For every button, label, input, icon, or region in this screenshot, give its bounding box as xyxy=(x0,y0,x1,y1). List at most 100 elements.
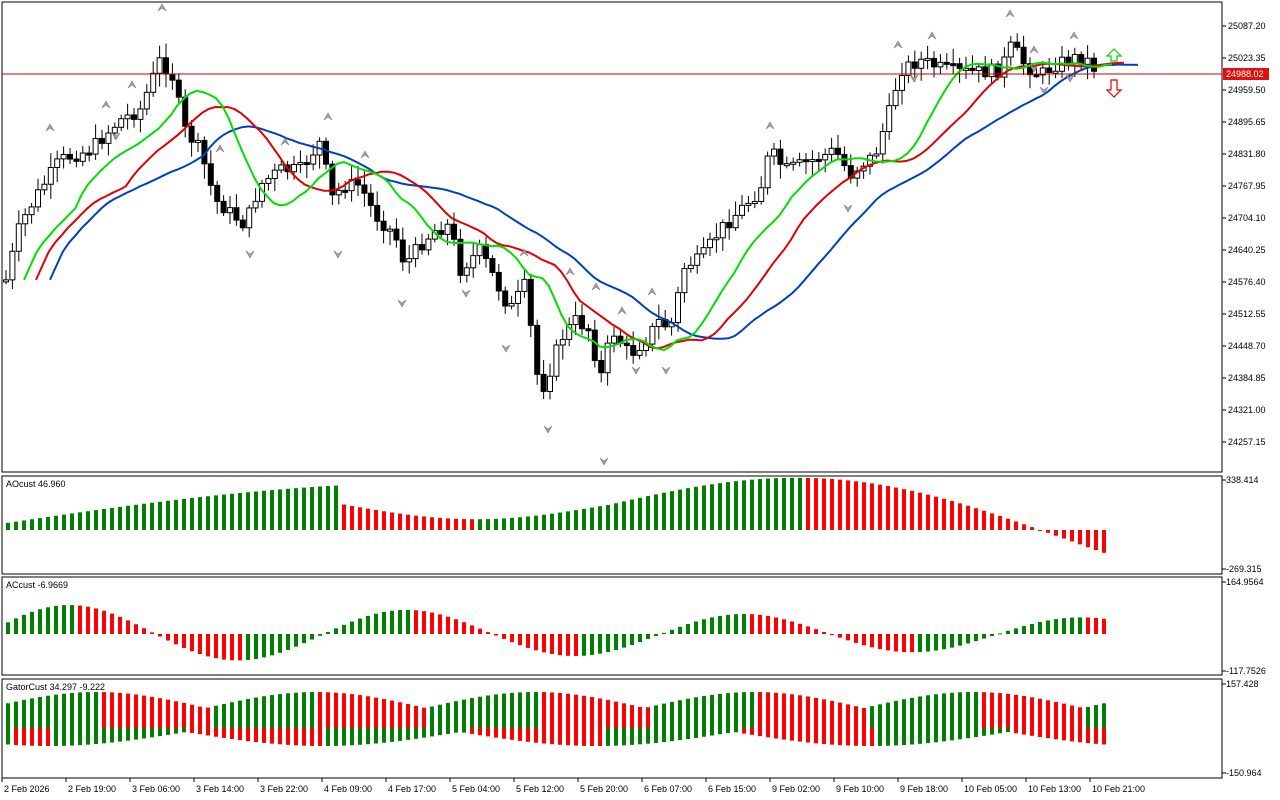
ao-bar xyxy=(662,492,666,530)
ao-bar xyxy=(910,490,914,530)
price-axis[interactable]: 25087.20 25023.35 24959.50 24895.65 24831.80… xyxy=(1222,21,1266,447)
ao-bar xyxy=(574,510,578,530)
ao-bar xyxy=(742,480,746,530)
gator-lower-bar xyxy=(830,728,834,745)
ac-bar xyxy=(118,616,122,634)
ao-bar xyxy=(358,507,362,530)
ac-bar xyxy=(214,634,218,659)
bullish-candle xyxy=(559,338,566,346)
bullish-candle xyxy=(886,105,893,133)
gator-upper-bar xyxy=(494,694,498,728)
ac-bar xyxy=(46,607,50,634)
ao-bar xyxy=(974,508,978,530)
time-tick-label: 5 Feb 20:00 xyxy=(580,784,628,794)
bullish-candle xyxy=(739,204,745,216)
gator-upper-bar xyxy=(854,706,858,728)
ao-bar xyxy=(158,501,162,530)
gator-indicator-pane[interactable]: GatorCust 34.297 -9.222 157.428 -150.964 xyxy=(1,678,1262,779)
gator-upper-bar xyxy=(622,703,626,728)
ac-bar xyxy=(126,620,130,634)
bearish-candle xyxy=(950,63,957,67)
gator-upper-bar xyxy=(430,706,434,728)
bearish-candle xyxy=(188,125,195,143)
gator-upper-bar xyxy=(750,692,754,728)
gator-upper-bar xyxy=(846,704,850,728)
ac-bar xyxy=(974,634,978,642)
ac-bar xyxy=(1006,630,1010,634)
ao-bar xyxy=(862,482,866,530)
gator-lower-bar xyxy=(118,728,122,742)
ac-bar xyxy=(406,609,410,634)
bearish-candle xyxy=(803,159,809,163)
bullish-candle xyxy=(463,267,470,276)
ac-bar xyxy=(766,615,770,634)
bullish-candle xyxy=(783,163,790,167)
ao-bar xyxy=(70,513,74,530)
gator-upper-bar xyxy=(518,692,522,728)
gator-upper-bar xyxy=(694,697,698,728)
ao-bar xyxy=(1070,530,1074,542)
ac-bar xyxy=(934,634,938,651)
ac-bar xyxy=(206,634,210,657)
ao-bar xyxy=(502,518,506,530)
ac-indicator-pane[interactable]: ACcust -6.9669 164.9564 -117.7526 xyxy=(1,576,1266,676)
ao-bar xyxy=(790,477,794,530)
gator-upper-bar xyxy=(734,692,738,728)
ao-bar xyxy=(14,521,18,530)
gator-lower-bar xyxy=(510,728,514,740)
gator-upper-bar xyxy=(422,707,426,728)
price-tick-label: 24767.95 xyxy=(1228,181,1266,191)
bearish-candle xyxy=(175,79,182,98)
ao-bar xyxy=(366,508,370,530)
ao-bar xyxy=(710,484,714,530)
gator-upper-bar xyxy=(86,692,90,728)
ao-indicator-pane[interactable]: AOcust 46.960 338.414 -269.315 xyxy=(1,475,1262,575)
bearish-candle xyxy=(527,278,534,326)
ac-bar xyxy=(278,634,282,653)
time-axis[interactable]: 2 Feb 2026 2 Feb 19:00 3 Feb 06:00 3 Feb 14… xyxy=(1,778,1145,794)
ac-bar xyxy=(366,615,370,634)
bullish-candle xyxy=(719,222,726,239)
gator-lower-bar xyxy=(94,728,98,745)
ac-bar xyxy=(678,626,682,634)
bearish-candle xyxy=(438,230,445,235)
gator-upper-bar xyxy=(894,700,898,728)
gator-lower-bar xyxy=(1086,728,1090,744)
fractal-down-icon xyxy=(543,425,553,434)
gator-lower-bar xyxy=(558,728,562,745)
ao-bar xyxy=(534,515,538,530)
bullish-candle xyxy=(79,152,86,162)
bearish-candle xyxy=(355,179,361,186)
gator-upper-bar xyxy=(766,692,770,728)
gator-lower-bar xyxy=(30,728,34,746)
gator-lower-bar xyxy=(438,728,442,736)
ac-bar xyxy=(654,634,658,636)
gator-lower-bar xyxy=(766,728,770,738)
gator-upper-bar xyxy=(158,698,162,728)
fractal-down-icon xyxy=(111,132,121,141)
ac-bar xyxy=(14,618,18,634)
ac-bar xyxy=(1078,617,1082,634)
gator-lower-bar xyxy=(350,728,354,746)
bullish-candle xyxy=(655,318,662,328)
mid-moving-average-line xyxy=(35,61,1125,350)
gator-upper-bar xyxy=(598,698,602,728)
gator-lower-bar xyxy=(62,728,66,746)
ao-bar xyxy=(214,495,218,530)
ac-bar xyxy=(1022,626,1026,634)
gator-upper-bar xyxy=(774,692,778,728)
price-pane[interactable]: 25087.20 25023.35 24959.50 24895.65 24831.80… xyxy=(1,1,1269,473)
ac-bottom-value: -117.7526 xyxy=(1226,666,1266,676)
gator-lower-bar xyxy=(382,728,386,743)
gator-lower-bar xyxy=(134,728,138,740)
bullish-candle xyxy=(246,207,253,229)
gator-upper-bar xyxy=(758,692,762,728)
ao-bar xyxy=(246,492,250,530)
gator-upper-bar xyxy=(910,697,914,728)
ac-bar xyxy=(342,624,346,634)
gator-lower-bar xyxy=(1094,728,1098,744)
bullish-candle xyxy=(9,250,16,281)
ao-bar xyxy=(286,488,290,530)
gator-upper-bar xyxy=(1094,705,1098,728)
